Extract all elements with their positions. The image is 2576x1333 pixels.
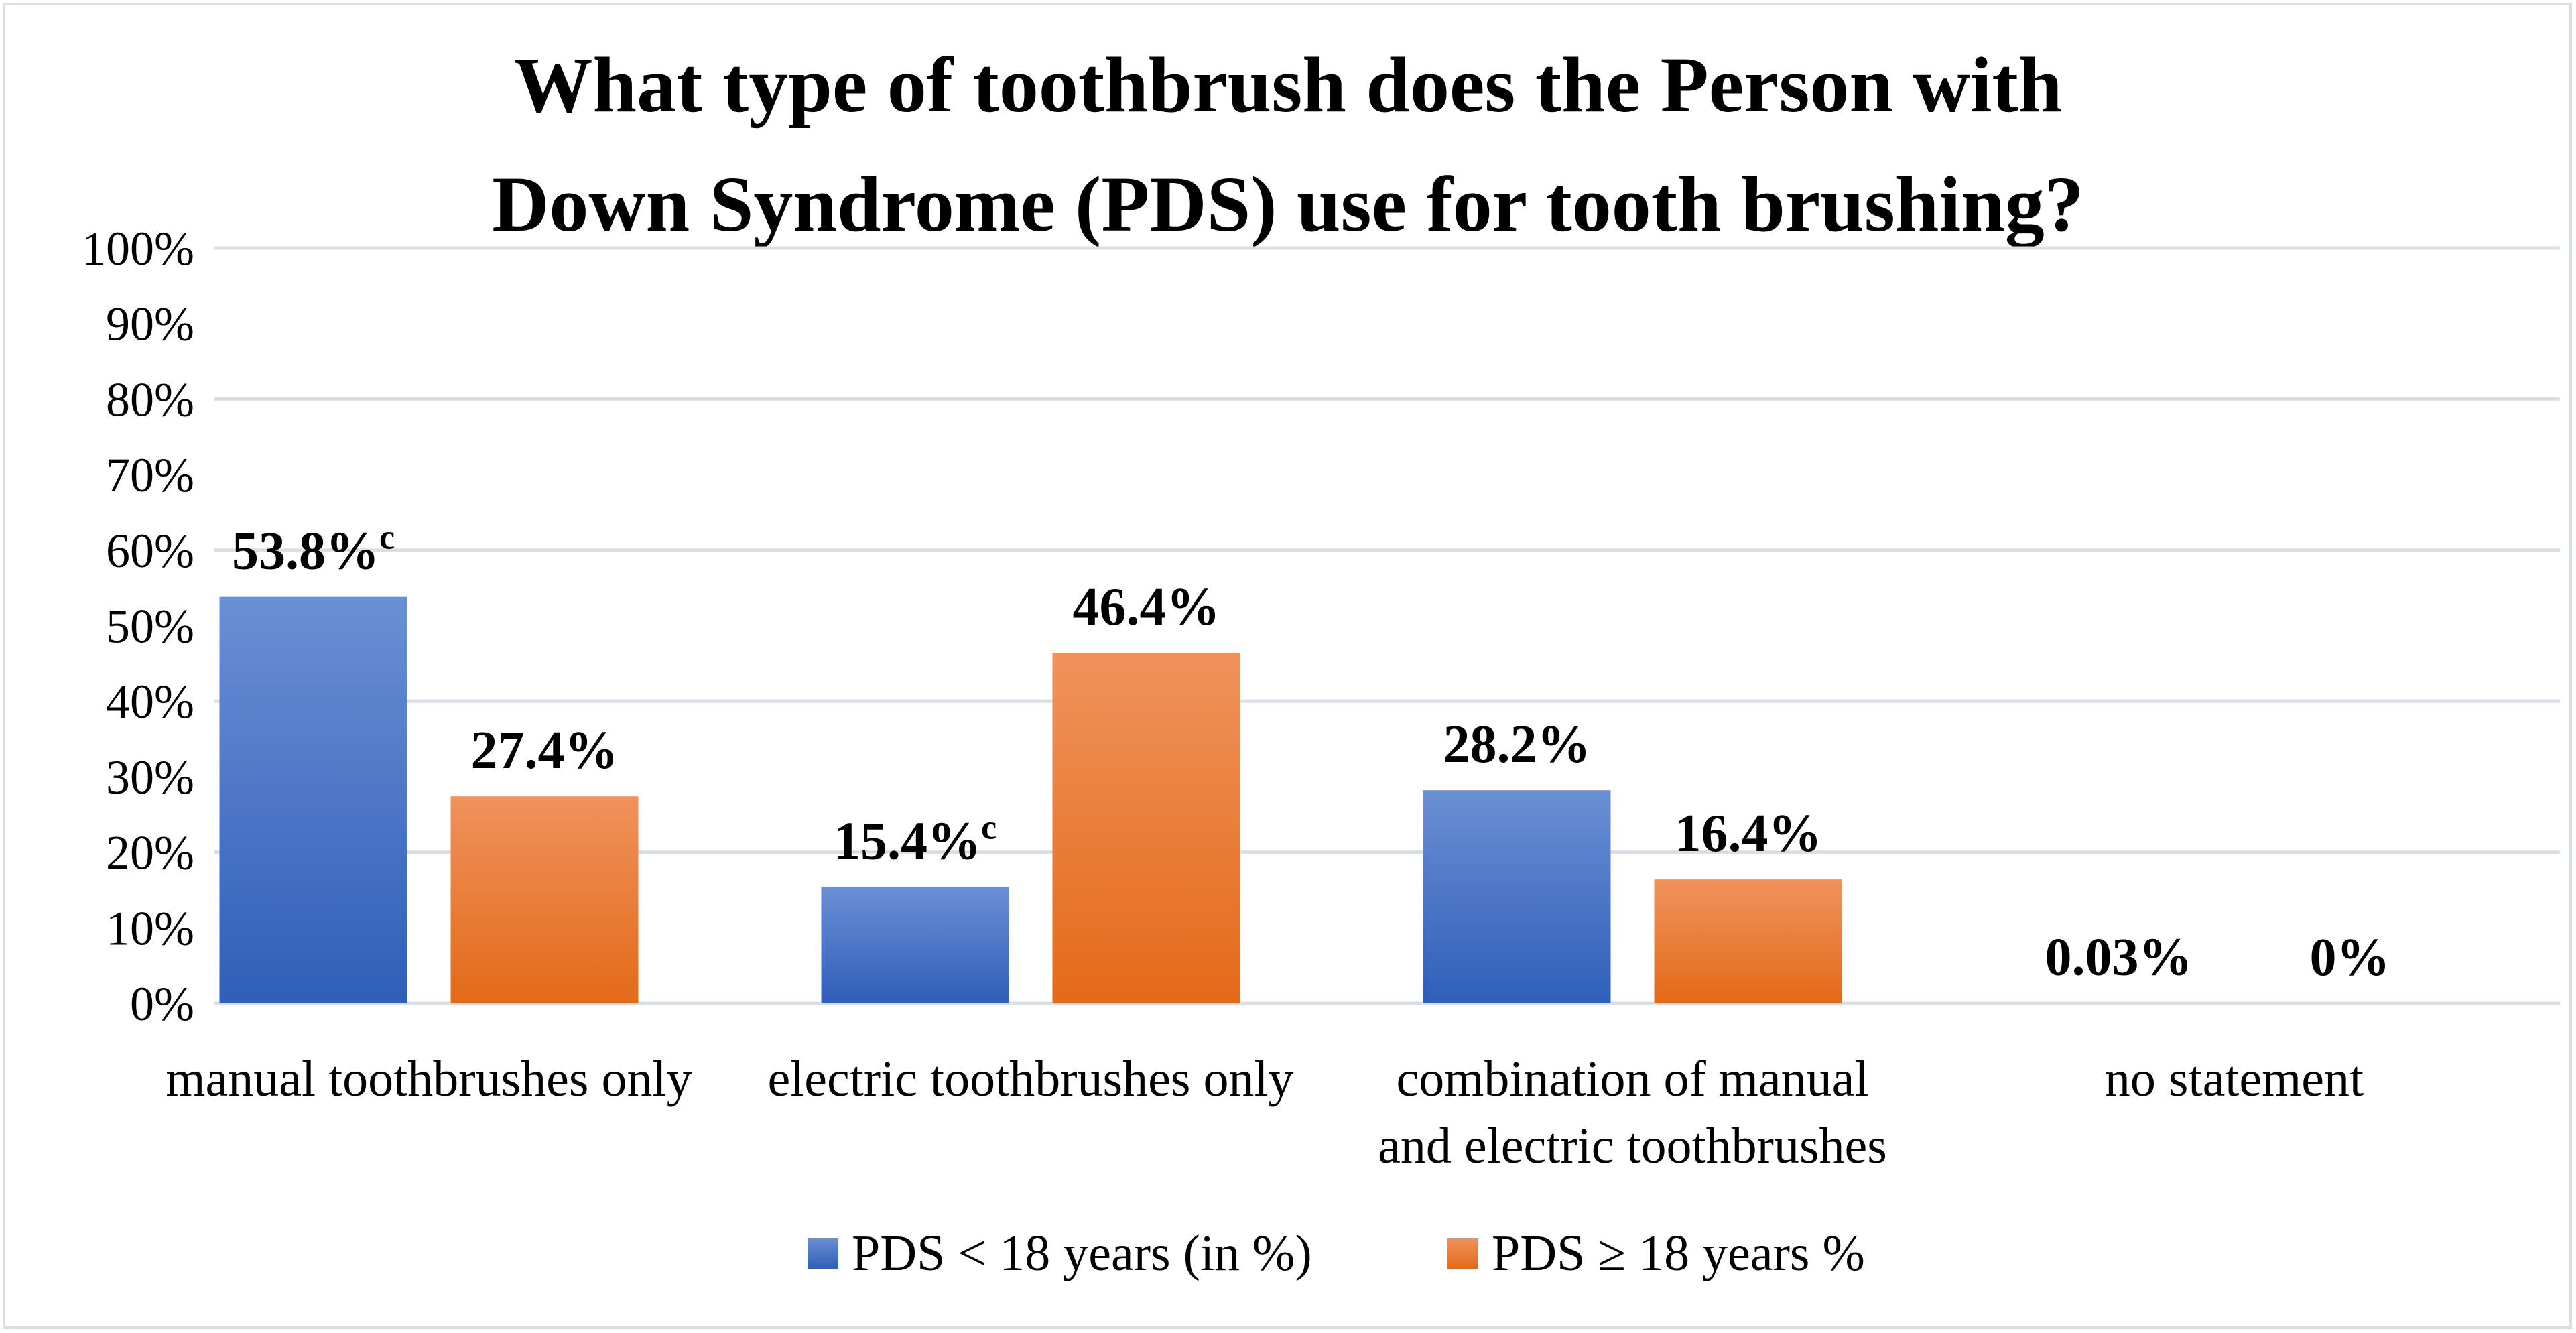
x-axis-category-labels: manual toothbrushes only electric toothbr… xyxy=(166,1051,2364,1174)
category-label: electric toothbrushes only xyxy=(767,1051,1293,1107)
data-label: 27.4% xyxy=(471,721,619,780)
y-axis-tick-labels: 0% 10% 20% 30% 40% 50% 60% 70% 80% 90% 100% xyxy=(82,222,194,1031)
chart-title: What type of toothbrush does the Person … xyxy=(0,25,2576,264)
y-tick-label: 80% xyxy=(106,373,194,426)
category-label: combination of manual xyxy=(1397,1051,1869,1107)
y-tick-label: 50% xyxy=(106,600,194,653)
y-tick-label: 20% xyxy=(106,826,194,880)
bar xyxy=(821,887,1009,1003)
data-label: 0.03% xyxy=(2045,928,2193,987)
bar xyxy=(219,596,407,1003)
data-label: 0% xyxy=(2310,928,2390,987)
y-tick-label: 60% xyxy=(106,524,194,578)
category-label: manual toothbrushes only xyxy=(166,1051,692,1107)
category-label: no statement xyxy=(2105,1051,2364,1107)
chart-frame xyxy=(3,3,2572,1329)
data-label: 28.2% xyxy=(1443,715,1591,774)
y-tick-label: 0% xyxy=(130,977,194,1031)
data-label-superscript: c xyxy=(379,519,395,557)
data-label: 15.4%c xyxy=(834,808,996,871)
data-label: 16.4% xyxy=(1675,804,1822,863)
bar xyxy=(1654,879,1842,1003)
data-labels: 53.8%c 27.4% 15.4%c 46.4% 28.2% 16.4% 0.03% 0% xyxy=(232,519,2390,987)
bars xyxy=(219,596,1842,1003)
legend-label-18-and-over: PDS ≥ 18 years % xyxy=(1492,1224,1865,1281)
chart-title-line-1: What type of toothbrush does the Person … xyxy=(513,41,2063,129)
data-label-superscript: c xyxy=(981,808,996,846)
bar xyxy=(1423,790,1611,1003)
y-tick-label: 90% xyxy=(106,298,194,351)
y-tick-label: 10% xyxy=(106,901,194,955)
category-label: and electric toothbrushes xyxy=(1378,1118,1887,1174)
y-tick-label: 40% xyxy=(106,675,194,728)
bar xyxy=(450,796,639,1003)
legend-label-under-18: PDS < 18 years (in %) xyxy=(852,1224,1312,1281)
data-label: 53.8%c xyxy=(232,519,395,581)
chart-title-line-2: Down Syndrome (PDS) use for tooth brushi… xyxy=(492,160,2084,248)
legend-item-18-and-over: PDS ≥ 18 years % xyxy=(1447,1220,1865,1287)
y-tick-label: 30% xyxy=(106,751,194,804)
legend-swatch-under-18 xyxy=(808,1238,838,1269)
legend-swatch-18-and-over xyxy=(1447,1238,1478,1269)
data-label: 46.4% xyxy=(1073,578,1220,637)
y-tick-label: 70% xyxy=(106,448,194,502)
legend-item-under-18: PDS < 18 years (in %) xyxy=(808,1220,1312,1287)
y-tick-label: 100% xyxy=(82,222,194,275)
bar xyxy=(1052,653,1240,1003)
